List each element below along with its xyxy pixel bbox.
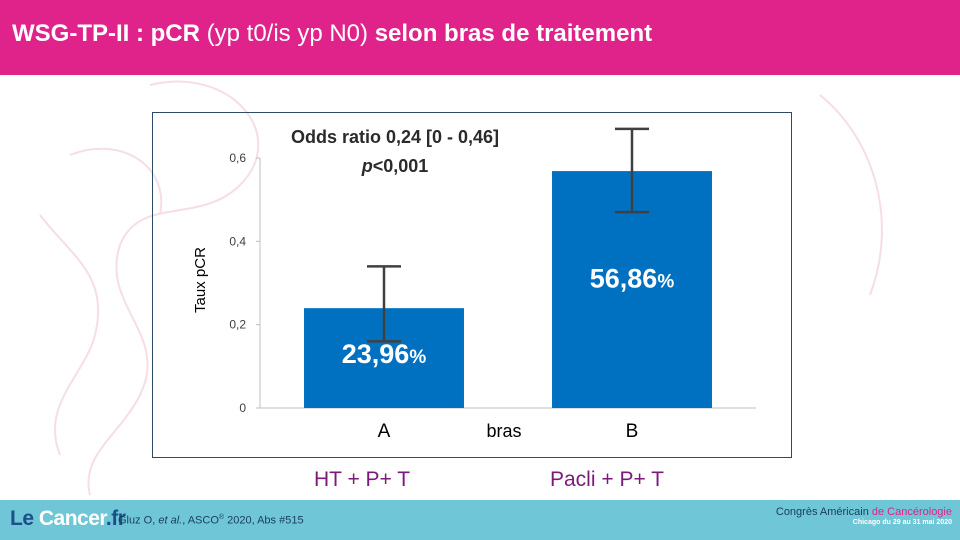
chart-frame: [152, 112, 792, 458]
x-tick-label: B: [626, 421, 639, 442]
y-tick-label: 0,2: [229, 318, 246, 332]
footer-bar: [0, 500, 960, 540]
bar-value-unit: %: [409, 347, 426, 368]
slide-title: WSG-TP-II : pCR (yp t0/is yp N0) selon b…: [12, 20, 652, 48]
y-tick-label: 0,6: [229, 151, 246, 165]
title-definition: (yp t0/is yp N0): [199, 20, 375, 47]
group-label-b: Pacli + P+ T: [550, 468, 665, 491]
background-decoration: [39, 80, 883, 496]
p-value-symbol: p: [361, 156, 373, 176]
y-axis: 0 0,2 0,4 0,6: [229, 151, 261, 415]
lecancer-logo: Le Cancer.fr: [10, 507, 126, 530]
title-subject: selon bras de traitement: [374, 20, 653, 47]
odds-ratio-annotation: Odds ratio 0,24 [0 - 0,46]: [291, 127, 499, 147]
title-study: WSG-TP-II : pCR: [12, 20, 200, 47]
y-tick-label: 0: [239, 401, 246, 415]
title-bar: WSG-TP-II : pCR (yp t0/is yp N0) selon b…: [0, 0, 960, 75]
p-value-annotation: p<0,001: [361, 156, 429, 176]
p-value-text: <0,001: [373, 156, 429, 176]
group-label-a: HT + P+ T: [314, 468, 411, 491]
x-axis-label: bras: [486, 421, 521, 441]
congress-logo: Congrès Américain de Cancérologie Chicag…: [775, 506, 952, 526]
y-tick-label: 0,4: [229, 234, 246, 248]
citation: Gluz O, et al., ASCO® 2020, Abs #515: [118, 514, 304, 527]
x-tick-label: A: [378, 421, 391, 442]
bar-value-unit: %: [657, 272, 674, 293]
y-axis-label: Taux pCR: [192, 247, 209, 313]
